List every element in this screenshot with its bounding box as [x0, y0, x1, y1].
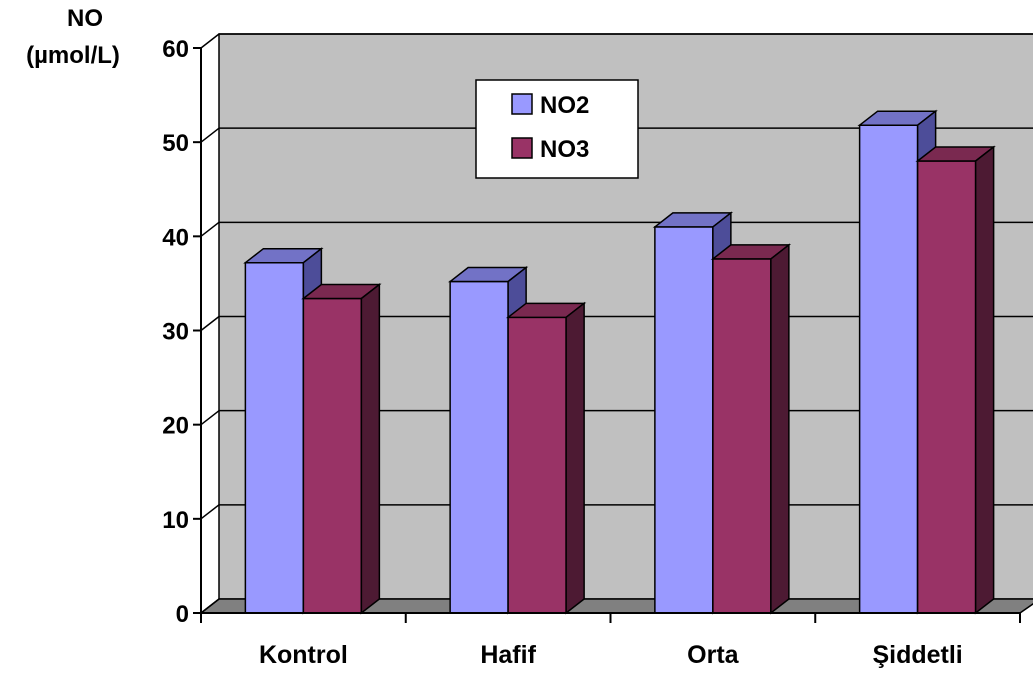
x-tick-label: Hafif: [480, 641, 536, 669]
y-tick-label: 0: [176, 601, 189, 628]
legend-swatch: [511, 137, 533, 159]
bar-side: [565, 301, 585, 615]
bar-front: [302, 297, 363, 614]
x-tick-label: Şiddetli: [872, 641, 962, 669]
bar-side: [770, 243, 790, 615]
bars: [243, 109, 996, 615]
x-tick-label: Kontrol: [259, 641, 348, 669]
y-tick-label: 40: [162, 224, 189, 251]
x-tick-label: Orta: [687, 641, 740, 669]
gridline-depth: [200, 504, 220, 520]
bar-side: [360, 282, 381, 615]
gridline-depth: [200, 315, 220, 332]
legend: NO2 NO3: [475, 79, 639, 179]
bar-NO3-Orta: [710, 243, 792, 615]
gridline-depth: [200, 33, 220, 49]
legend-label: NO3: [540, 136, 589, 163]
y-axis-label-line1: NO: [67, 5, 103, 32]
bar-side: [974, 145, 995, 615]
y-tick-label: 20: [162, 413, 189, 440]
bar-NO3-Hafif: [505, 301, 587, 615]
y-tick-label: 10: [162, 507, 189, 534]
legend-box: [475, 79, 639, 179]
bar-NO3-Şiddetli: [915, 145, 996, 615]
y-tick-label: 60: [162, 36, 189, 63]
bar-front: [507, 316, 567, 614]
y-axis-label-line2: (µmol/L): [26, 42, 120, 69]
bar-front: [449, 280, 509, 614]
y-tick-labels: 0 10 20 30 40 50 60: [162, 36, 201, 628]
gridline-depth: [200, 410, 220, 426]
gridline-depth: [200, 127, 220, 143]
gridline-depth: [200, 598, 220, 614]
bar-front: [916, 160, 977, 614]
x-tick-labels: Kontrol Hafif Orta Şiddetli: [259, 641, 963, 669]
bar-NO3-Kontrol: [301, 282, 382, 615]
bar-front: [712, 258, 772, 614]
bar-front: [244, 261, 305, 614]
bar-front: [654, 226, 714, 614]
gridline-depth: [200, 221, 220, 237]
legend-swatch: [511, 93, 533, 115]
bar-front: [858, 124, 919, 614]
legend-label: NO2: [540, 92, 589, 119]
y-tick-label: 30: [162, 319, 189, 346]
y-tick-label: 50: [162, 130, 189, 157]
